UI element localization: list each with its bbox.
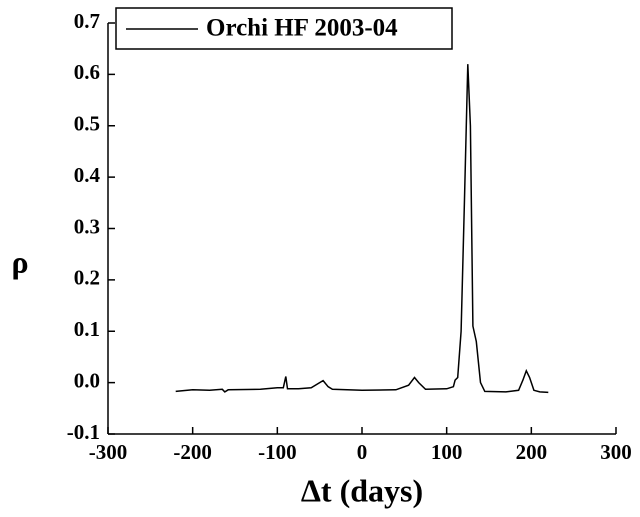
x-tick-label: 100 <box>431 440 463 464</box>
y-tick-label: 0.3 <box>74 214 100 238</box>
x-tick-label: -100 <box>258 440 297 464</box>
x-tick-label: 0 <box>357 440 368 464</box>
data-line <box>175 64 549 394</box>
x-tick-label: -200 <box>173 440 212 464</box>
y-tick-label: 0.1 <box>74 317 100 341</box>
y-tick-label: 0.2 <box>74 266 100 290</box>
x-tick-label: -300 <box>89 440 128 464</box>
y-tick-label: -0.1 <box>67 420 100 444</box>
y-tick-label: 0.5 <box>74 112 100 136</box>
y-tick-label: 0.0 <box>74 368 100 392</box>
y-tick-label: 0.7 <box>74 9 100 33</box>
x-tick-label: 300 <box>600 440 632 464</box>
x-tick-label: 200 <box>516 440 548 464</box>
y-tick-label: 0.4 <box>74 163 101 187</box>
y-axis-label: ρ <box>11 243 28 279</box>
legend-label: Orchi HF 2003-04 <box>206 15 398 42</box>
x-axis-label: Δt (days) <box>301 472 423 508</box>
y-tick-label: 0.6 <box>74 60 100 84</box>
